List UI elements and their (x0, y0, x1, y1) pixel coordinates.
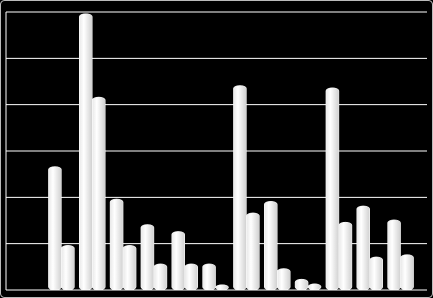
bar (307, 283, 322, 291)
bar (233, 85, 247, 291)
bar (277, 268, 291, 291)
bar (92, 96, 106, 291)
bar (246, 212, 260, 291)
bar (387, 219, 401, 291)
bar (140, 224, 155, 291)
bar (79, 13, 93, 291)
bar (48, 166, 62, 291)
bar (356, 205, 370, 291)
bar (122, 245, 137, 291)
bar (264, 201, 278, 291)
bar (369, 256, 383, 291)
bar (338, 221, 353, 291)
bar (400, 254, 414, 291)
bar (215, 284, 229, 291)
bar (153, 263, 168, 291)
bar (61, 245, 75, 291)
bar (202, 263, 216, 291)
bar (109, 198, 124, 291)
bar (171, 231, 185, 291)
bar (294, 278, 309, 291)
bar (184, 263, 198, 291)
bar (325, 87, 340, 291)
